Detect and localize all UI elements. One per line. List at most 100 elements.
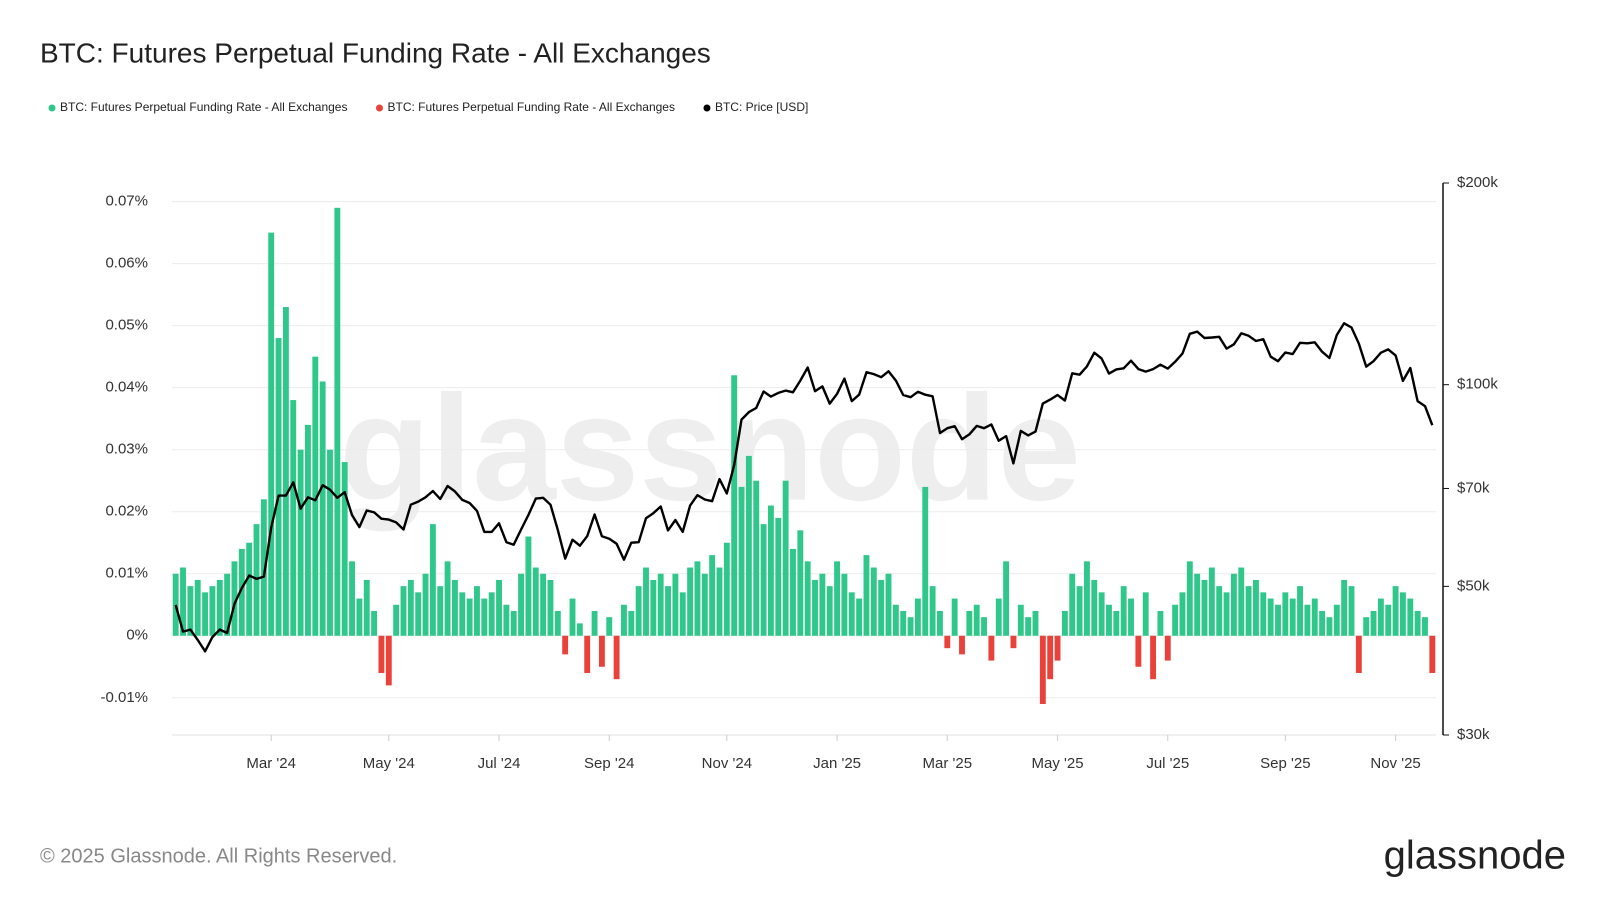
bar [1003,561,1010,636]
bar [804,561,811,636]
bar [1341,579,1348,636]
bar [1083,561,1090,636]
bar [1186,561,1193,636]
bar [606,617,613,636]
footer: © 2025 Glassnode. All Rights Reserved. [40,845,397,867]
bar [1363,617,1370,636]
bar [944,635,951,649]
bar [378,635,385,673]
bar [687,567,694,636]
bar [812,579,818,636]
bar [576,623,583,636]
bar [1377,598,1384,636]
bar [202,592,209,636]
x-tick-label: Jul '25 [1146,755,1189,772]
bar [738,486,745,636]
bar [540,573,547,636]
bar [1238,567,1245,636]
bar [1275,604,1281,636]
bar [1289,598,1296,636]
bar [407,579,414,636]
bar [1392,586,1399,636]
y2-tick-label: $30k [1457,726,1490,743]
bar [1054,635,1061,661]
bar [1128,598,1134,636]
bar [1179,592,1186,636]
bar [995,598,1002,636]
watermark: glassnode [339,364,1081,532]
bar [848,592,855,636]
bar [1113,610,1120,636]
bar [525,536,532,636]
bar [238,548,245,636]
bar [1010,635,1017,649]
bar [1333,604,1340,636]
bar [547,579,554,636]
bar [650,579,657,636]
bar [488,592,495,636]
bar [775,517,782,636]
x-tick-label: Jul '24 [478,755,521,772]
x-tick-label: May '24 [363,755,415,772]
y2-tick-label: $100k [1457,376,1498,393]
bar [1208,567,1215,636]
bar [290,400,297,636]
bar [1047,635,1054,680]
y-tick-label: 0.05% [105,317,148,334]
bar [1407,598,1414,636]
bar [1025,617,1032,636]
bar [1311,598,1318,636]
bar [268,232,275,636]
bar [444,561,451,636]
bar [422,573,429,636]
bar [914,598,921,636]
bar [988,635,995,661]
bar [1039,635,1046,704]
bar [327,449,333,636]
bar [1223,592,1230,636]
bar [819,573,826,636]
legend-label: BTC: Futures Perpetual Funding Rate - Al… [387,100,674,114]
bar [672,573,679,636]
bar [1429,635,1436,673]
x-tick-label: Sep '24 [584,755,634,772]
bar [1076,586,1083,636]
bar [1355,635,1362,673]
bar [1120,586,1127,636]
bar [1414,610,1421,636]
y2-tick-label: $50k [1457,577,1490,594]
bar [180,567,186,636]
bar [275,338,282,636]
x-tick-label: Jan '25 [813,755,861,772]
bar [1135,635,1142,667]
bar [1172,604,1179,636]
y2-tick-label: $200k [1457,174,1498,191]
x-tick-label: Mar '25 [923,755,973,772]
bar [1032,610,1039,636]
bar [598,635,605,667]
bar [665,586,671,636]
bar [937,610,943,636]
bar [1399,592,1406,636]
bar [341,462,348,636]
y-tick-label: -0.01% [100,689,148,706]
bar [1164,635,1171,661]
bar [224,573,231,636]
legend-marker [48,104,56,112]
bar [591,610,598,636]
bar [356,598,363,636]
bar [621,604,627,636]
bar [981,617,987,636]
bar [870,567,877,636]
x-tick-label: Mar '24 [246,755,296,772]
bar [246,542,253,636]
bar [1061,610,1068,636]
bar [1319,610,1326,636]
bar [496,579,502,636]
bar [709,555,716,636]
bar [1326,617,1333,636]
bar [841,573,848,636]
bar [1245,586,1252,636]
